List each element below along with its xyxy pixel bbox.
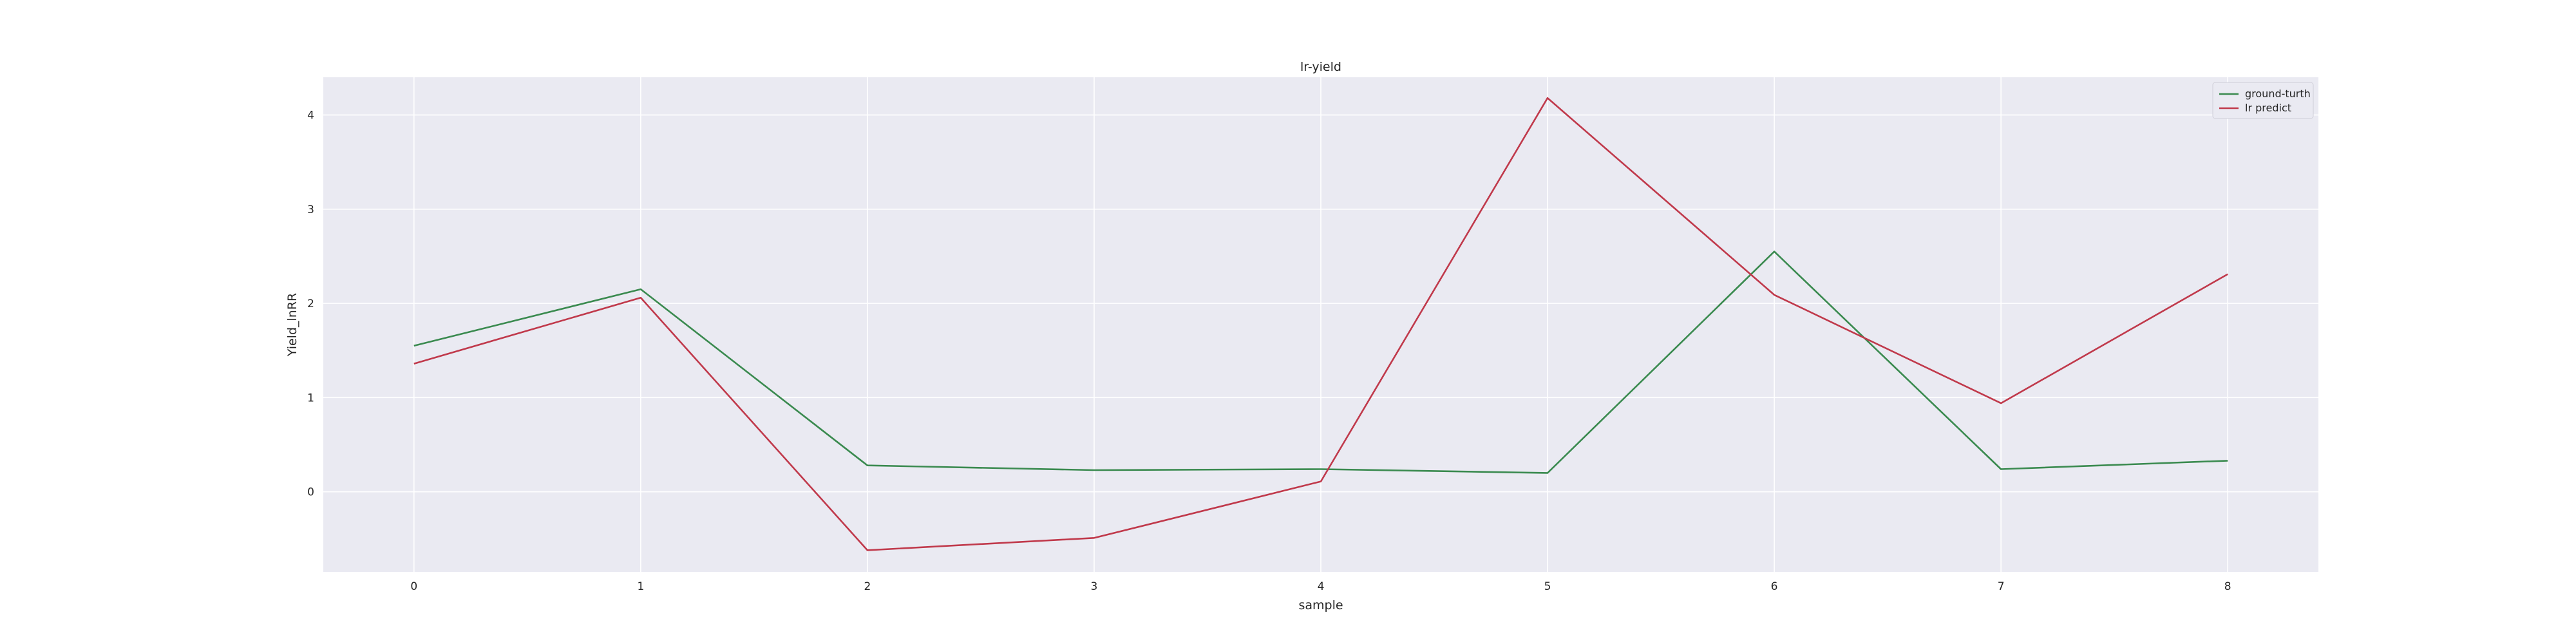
series-line-ground-turth xyxy=(413,251,2228,474)
legend-label-ground-turth: ground-turth xyxy=(2245,88,2311,100)
x-tick-label: 4 xyxy=(1318,580,1325,593)
legend-box xyxy=(2212,82,2314,119)
legend: ground-turth lr predict xyxy=(2212,82,2314,119)
x-tick-label: 1 xyxy=(637,580,644,593)
y-tick-label: 4 xyxy=(307,109,314,122)
y-tick-label: 1 xyxy=(307,392,314,404)
x-tick-label: 2 xyxy=(864,580,871,593)
chart-title: lr-yield xyxy=(1300,60,1341,74)
series-line-lr-predict xyxy=(413,97,2228,551)
legend-label-lr-predict: lr predict xyxy=(2245,102,2291,114)
y-tick-label: 0 xyxy=(307,486,314,499)
series-group xyxy=(413,97,2228,551)
x-tick-label: 0 xyxy=(410,580,417,593)
x-axis-title: sample xyxy=(1298,598,1343,612)
y-tick-label: 3 xyxy=(307,204,314,216)
x-tick-label: 8 xyxy=(2224,580,2231,593)
x-tick-label: 5 xyxy=(1544,580,1551,593)
y-tick-label: 2 xyxy=(307,298,314,310)
x-tick-label: 3 xyxy=(1091,580,1098,593)
grid xyxy=(323,77,2318,572)
tick-labels: 0 1 2 3 4 5 6 7 8 0 1 2 3 4 xyxy=(307,109,2231,593)
x-tick-label: 6 xyxy=(1771,580,1778,593)
x-tick-label: 7 xyxy=(1998,580,2005,593)
y-axis-title: Yield_lnRR xyxy=(285,293,299,357)
